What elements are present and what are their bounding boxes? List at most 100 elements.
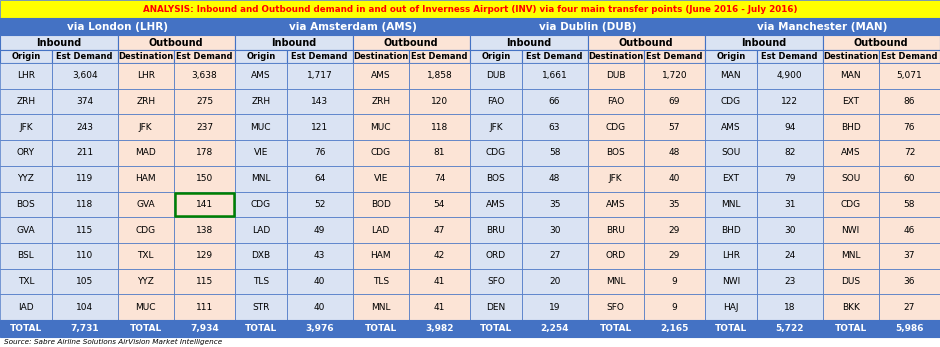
Text: MAN: MAN xyxy=(840,71,861,81)
Bar xyxy=(174,294,235,320)
Bar xyxy=(174,63,235,89)
Bar xyxy=(522,115,588,140)
Text: 18: 18 xyxy=(784,303,795,312)
Bar xyxy=(175,193,234,216)
Text: 104: 104 xyxy=(76,303,93,312)
Text: Origin: Origin xyxy=(716,52,745,61)
Bar xyxy=(822,320,879,337)
Text: Outbound: Outbound xyxy=(149,37,204,48)
Text: 5,071: 5,071 xyxy=(897,71,922,81)
Bar xyxy=(235,269,287,294)
Text: 119: 119 xyxy=(76,174,93,183)
Bar xyxy=(0,320,52,337)
Bar xyxy=(409,192,470,217)
Bar xyxy=(705,115,757,140)
Bar xyxy=(174,192,235,217)
Bar xyxy=(705,18,940,35)
Bar xyxy=(705,192,757,217)
Text: 27: 27 xyxy=(549,251,560,260)
Bar xyxy=(822,50,879,63)
Bar xyxy=(52,166,118,192)
Text: VIE: VIE xyxy=(254,149,268,158)
Bar xyxy=(522,320,588,337)
Text: 138: 138 xyxy=(196,226,213,235)
Text: TOTAL: TOTAL xyxy=(244,324,277,333)
Bar xyxy=(644,115,705,140)
Bar xyxy=(118,89,174,115)
Text: TOTAL: TOTAL xyxy=(835,324,867,333)
Text: NWI: NWI xyxy=(722,277,740,286)
Text: JFK: JFK xyxy=(609,174,622,183)
Text: TXL: TXL xyxy=(18,277,34,286)
Text: 122: 122 xyxy=(781,97,798,106)
Text: 48: 48 xyxy=(668,149,681,158)
Text: 76: 76 xyxy=(903,123,916,132)
Bar xyxy=(757,192,822,217)
Text: Inbound: Inbound xyxy=(741,37,787,48)
Text: MUC: MUC xyxy=(370,123,391,132)
Text: LHR: LHR xyxy=(136,71,155,81)
Bar xyxy=(352,35,470,50)
Bar xyxy=(644,140,705,166)
Text: CDG: CDG xyxy=(486,149,506,158)
Bar xyxy=(287,140,352,166)
Bar xyxy=(705,166,757,192)
Text: 3,976: 3,976 xyxy=(306,324,334,333)
Text: CDG: CDG xyxy=(370,149,391,158)
Bar xyxy=(352,115,409,140)
Bar xyxy=(822,192,879,217)
Bar xyxy=(0,89,52,115)
Bar xyxy=(352,320,409,337)
Bar xyxy=(235,294,287,320)
Bar xyxy=(52,217,118,243)
Text: 47: 47 xyxy=(433,226,446,235)
Bar xyxy=(235,166,287,192)
Bar xyxy=(118,243,174,269)
Bar xyxy=(757,63,822,89)
Bar xyxy=(287,217,352,243)
Text: Destination: Destination xyxy=(118,52,173,61)
Bar xyxy=(470,18,705,35)
Bar xyxy=(470,269,522,294)
Bar xyxy=(352,294,409,320)
Text: 40: 40 xyxy=(314,277,325,286)
Bar xyxy=(757,115,822,140)
Bar xyxy=(118,166,174,192)
Bar xyxy=(822,243,879,269)
Bar xyxy=(118,217,174,243)
Text: TOTAL: TOTAL xyxy=(130,324,162,333)
Bar xyxy=(757,243,822,269)
Text: via London (LHR): via London (LHR) xyxy=(67,22,168,32)
Bar xyxy=(0,140,52,166)
Text: 105: 105 xyxy=(76,277,93,286)
Text: BOS: BOS xyxy=(17,200,35,209)
Bar xyxy=(52,320,118,337)
Bar xyxy=(644,217,705,243)
Bar xyxy=(352,89,409,115)
Bar xyxy=(235,18,470,35)
Text: CDG: CDG xyxy=(135,226,156,235)
Bar xyxy=(522,50,588,63)
Bar xyxy=(822,140,879,166)
Bar xyxy=(287,63,352,89)
Text: 41: 41 xyxy=(433,277,446,286)
Bar xyxy=(287,166,352,192)
Text: 46: 46 xyxy=(903,226,916,235)
Bar xyxy=(287,294,352,320)
Bar xyxy=(0,192,52,217)
Text: 118: 118 xyxy=(76,200,93,209)
Bar xyxy=(409,269,470,294)
Text: ORD: ORD xyxy=(486,251,506,260)
Text: Est Demand: Est Demand xyxy=(646,52,703,61)
Bar xyxy=(644,320,705,337)
Bar xyxy=(52,50,118,63)
Bar xyxy=(0,115,52,140)
Bar xyxy=(235,115,287,140)
Text: 7,934: 7,934 xyxy=(190,324,219,333)
Bar xyxy=(287,50,352,63)
Text: 42: 42 xyxy=(434,251,445,260)
Text: 143: 143 xyxy=(311,97,328,106)
Text: 115: 115 xyxy=(76,226,93,235)
Bar xyxy=(174,50,235,63)
Text: 1,717: 1,717 xyxy=(306,71,333,81)
